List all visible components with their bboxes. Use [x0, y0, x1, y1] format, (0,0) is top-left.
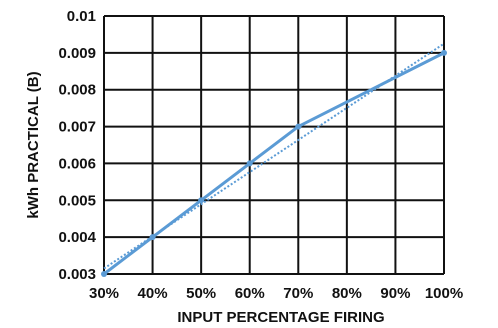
- tick-labels: 30% 40% 50% 60% 70% 80% 90% 100% 0.003 0.004 0.005…: [58, 8, 463, 302]
- y-tick-label: 0.003: [58, 266, 96, 283]
- data-point: [295, 123, 302, 130]
- y-tick-label: 0.008: [58, 82, 96, 99]
- y-tick-label: 0.004: [58, 229, 96, 246]
- y-tick-label: 0.005: [58, 192, 96, 209]
- series-layer: [101, 42, 447, 277]
- y-tick-label: 0.009: [58, 45, 96, 62]
- x-tick-label: 50%: [186, 285, 216, 302]
- x-tick-label: 90%: [380, 285, 410, 302]
- y-tick-label: 0.006: [58, 155, 96, 172]
- y-axis-title: kWh PRACTICAL (B): [25, 71, 42, 218]
- x-tick-label: 60%: [235, 285, 265, 302]
- y-tick-label: 0.007: [58, 119, 96, 136]
- x-axis-title: INPUT PERCENTAGE FIRING: [177, 309, 384, 326]
- x-tick-label: 30%: [89, 285, 119, 302]
- grid: [103, 15, 445, 275]
- x-tick-label: 70%: [283, 285, 313, 302]
- x-tick-label: 100%: [425, 285, 463, 302]
- data-point: [246, 160, 253, 167]
- x-tick-label: 80%: [332, 285, 362, 302]
- x-tick-label: 40%: [138, 285, 168, 302]
- y-tick-label: 0.01: [67, 8, 96, 25]
- series-line: [103, 51, 445, 276]
- data-point: [101, 271, 107, 277]
- data-point: [198, 197, 205, 204]
- data-point: [441, 49, 447, 56]
